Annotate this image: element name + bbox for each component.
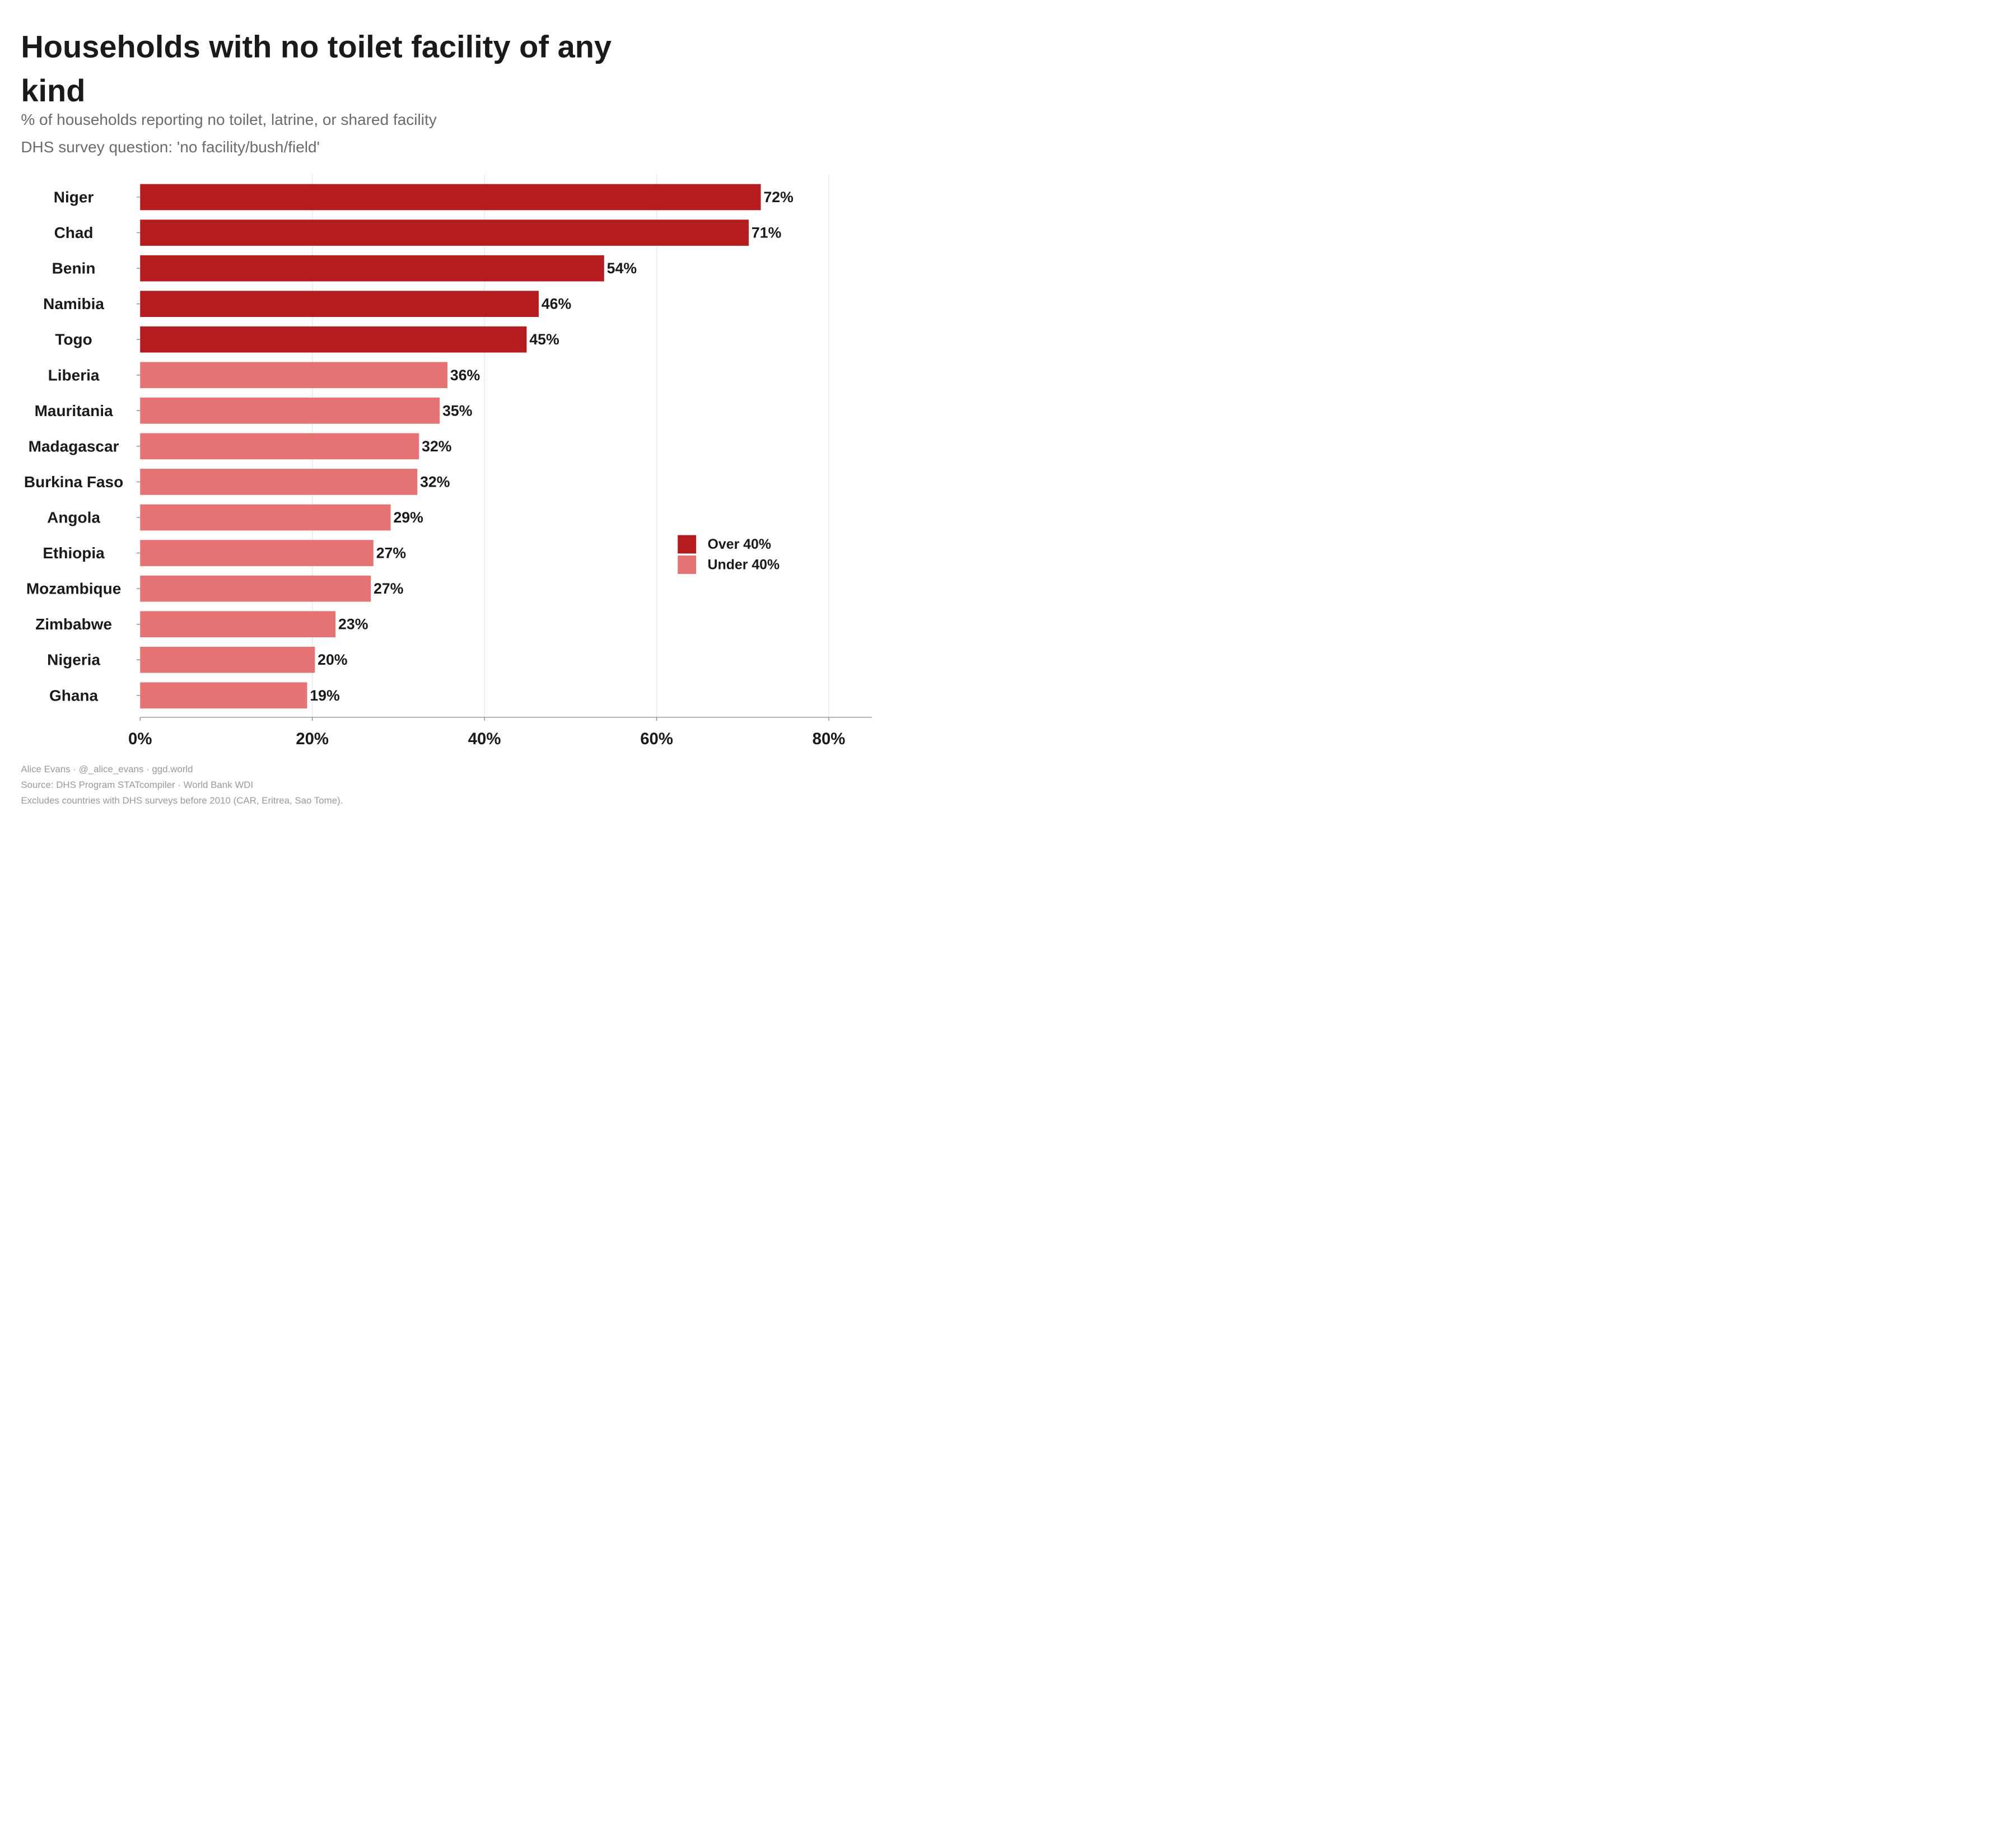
y-label: Zimbabwe bbox=[35, 615, 112, 633]
y-label: Nigeria bbox=[47, 651, 100, 669]
bar-ghana bbox=[140, 682, 307, 709]
value-label: 32% bbox=[420, 473, 450, 490]
x-tick-label: 0% bbox=[128, 730, 152, 748]
bar-liberia bbox=[140, 362, 448, 389]
value-label: 71% bbox=[752, 225, 781, 241]
note-line: Excludes countries with DHS surveys befo… bbox=[21, 795, 343, 806]
y-label: Ethiopia bbox=[43, 544, 105, 562]
chart-subtitle: % of households reporting no toilet, lat… bbox=[21, 111, 437, 129]
y-label: Madagascar bbox=[29, 437, 119, 455]
value-label: 19% bbox=[310, 687, 339, 704]
bar-ethiopia bbox=[140, 540, 374, 566]
bars bbox=[140, 184, 761, 709]
y-label: Mauritania bbox=[35, 402, 113, 419]
bar-nigeria bbox=[140, 646, 315, 673]
bar-zimbabwe bbox=[140, 611, 336, 637]
y-label: Angola bbox=[47, 508, 100, 526]
value-label: 23% bbox=[338, 616, 368, 633]
y-label: Benin bbox=[52, 260, 96, 277]
x-tick-label: 80% bbox=[813, 730, 846, 748]
chart-figure: Households with no toilet facility of an… bbox=[0, 0, 896, 822]
legend-label: Under 40% bbox=[708, 557, 780, 572]
y-label: Togo bbox=[55, 331, 92, 348]
value-label: 45% bbox=[529, 331, 559, 348]
x-tick-label: 40% bbox=[468, 730, 501, 748]
value-label: 35% bbox=[442, 402, 472, 419]
bar-chart: Niger Chad Benin Namibia Togo Liberia Mauritan… bbox=[24, 174, 872, 748]
bar-madagascar bbox=[140, 433, 419, 460]
bar-niger bbox=[140, 184, 761, 211]
value-label: 27% bbox=[374, 580, 403, 597]
legend-swatch bbox=[678, 535, 697, 554]
y-label: Ghana bbox=[49, 687, 99, 704]
value-label: 46% bbox=[542, 296, 571, 312]
legend-label: Over 40% bbox=[708, 536, 771, 552]
credit-line: Alice Evans · @_alice_evans · ggd.world bbox=[21, 764, 193, 775]
value-label: 29% bbox=[393, 509, 423, 526]
y-label: Niger bbox=[54, 188, 94, 206]
bar-mauritania bbox=[140, 397, 440, 424]
bar-mozambique bbox=[140, 575, 371, 602]
value-label: 27% bbox=[376, 545, 406, 562]
x-axis: 0% 20% 40% 60% 80% bbox=[128, 717, 872, 748]
bar-chad bbox=[140, 220, 749, 246]
y-label: Chad bbox=[54, 224, 94, 241]
y-label: Mozambique bbox=[26, 580, 121, 598]
y-label: Burkina Faso bbox=[24, 473, 123, 491]
x-tick-label: 60% bbox=[640, 730, 673, 748]
bar-angola bbox=[140, 504, 391, 531]
bar-togo bbox=[140, 326, 527, 353]
chart-title: Households with no toilet facility of an… bbox=[21, 29, 612, 108]
y-label: Liberia bbox=[48, 366, 100, 384]
value-label: 20% bbox=[318, 651, 347, 668]
y-label: Namibia bbox=[43, 295, 104, 312]
value-label: 54% bbox=[607, 260, 637, 277]
value-labels: 72% 71% 54% 46% 45% 36% 35% 32% 32% 29% 27% 27% 23% 2… bbox=[310, 189, 793, 704]
bar-burkina-faso bbox=[140, 469, 418, 495]
legend: Over 40% Under 40% bbox=[678, 535, 780, 574]
bar-namibia bbox=[140, 291, 539, 317]
source-line: Source: DHS Program STATcompiler · World… bbox=[21, 780, 254, 791]
x-tick-label: 20% bbox=[296, 730, 329, 748]
y-axis-labels: Niger Chad Benin Namibia Togo Liberia Mauritan… bbox=[24, 188, 141, 704]
legend-swatch bbox=[678, 555, 697, 574]
value-label: 72% bbox=[763, 189, 793, 206]
chart-survey-note: DHS survey question: 'no facility/bush/f… bbox=[21, 138, 320, 156]
value-label: 36% bbox=[450, 367, 480, 384]
value-label: 32% bbox=[422, 438, 451, 455]
bar-benin bbox=[140, 255, 604, 282]
